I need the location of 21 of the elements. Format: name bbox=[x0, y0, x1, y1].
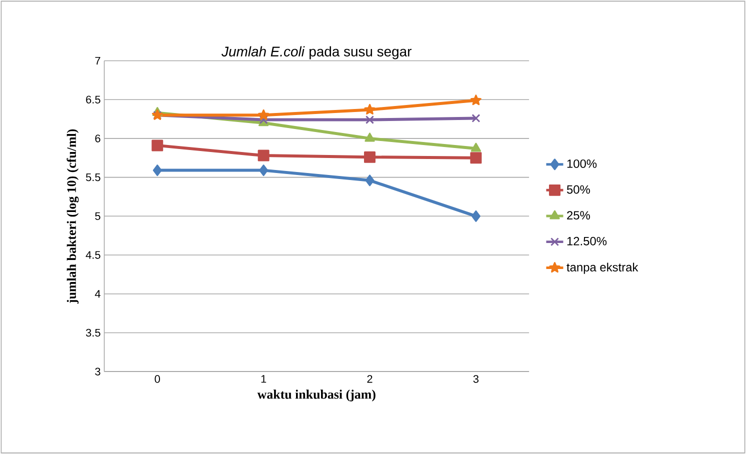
chart-title: Jumlah E.coli pada susu segar bbox=[222, 46, 412, 60]
x-axis-title: waktu inkubasi (jam) bbox=[257, 390, 376, 402]
y-tick-label: 4.5 bbox=[86, 251, 100, 259]
legend-label: 50% bbox=[566, 185, 590, 194]
x-tick-label: 1 bbox=[261, 375, 266, 383]
y-tick-label: 6.5 bbox=[86, 96, 100, 104]
y-tick-label: 3 bbox=[95, 368, 100, 376]
x-tick-label: 3 bbox=[473, 375, 479, 383]
x-tick-label: 2 bbox=[367, 375, 372, 383]
legend-label: tanpa ekstrak bbox=[566, 262, 638, 274]
y-axis-title: jumlah bakteri (log 10) (cfu/ml) bbox=[66, 129, 79, 304]
y-tick-label: 6 bbox=[95, 134, 100, 142]
legend-label: 12.50% bbox=[567, 236, 607, 246]
y-tick-label: 4 bbox=[94, 290, 100, 298]
x-tick-label: 0 bbox=[154, 375, 160, 383]
legend-label: 25% bbox=[567, 211, 590, 220]
y-tick-label: 3.5 bbox=[86, 328, 100, 337]
y-tick-label: 7 bbox=[95, 56, 100, 64]
y-tick-label: 5.5 bbox=[86, 173, 100, 182]
y-tick-label: 5 bbox=[95, 212, 100, 220]
legend-label: 100% bbox=[567, 159, 597, 168]
